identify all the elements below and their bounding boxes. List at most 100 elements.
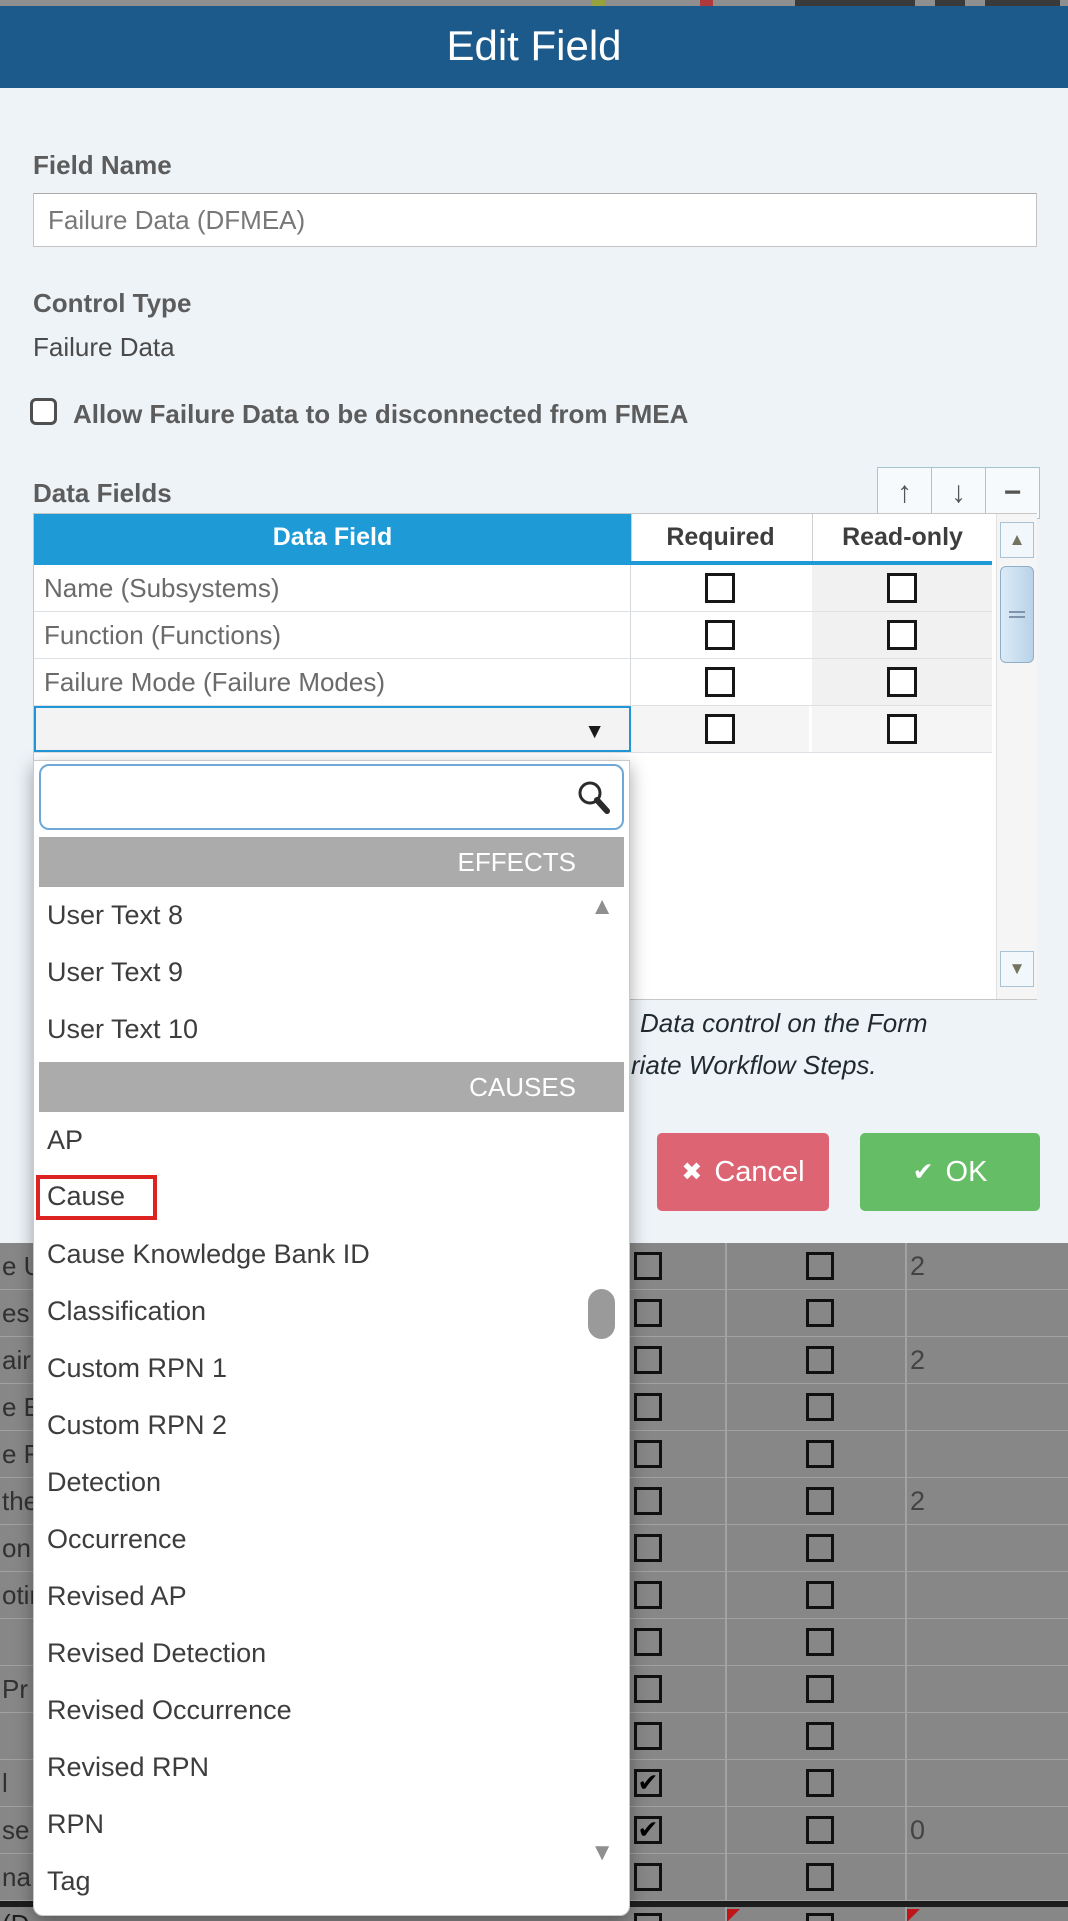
dropdown-scrollbar-thumb[interactable] <box>588 1289 615 1339</box>
required-checkbox[interactable] <box>705 573 735 603</box>
red-corner-flag-icon <box>727 1909 740 1921</box>
background-cell-value: 0 <box>910 1815 926 1845</box>
background-checkbox <box>806 1393 834 1421</box>
read-only-cell <box>812 612 992 658</box>
dropdown-item[interactable]: RPN <box>47 1809 105 1839</box>
table-scrollbar[interactable]: ▲ ▼ <box>996 514 1037 999</box>
data-fields-toolbar: ↑ ↓ − <box>877 467 1042 519</box>
background-checkbox <box>634 1863 662 1891</box>
field-name-label: Field Name <box>33 150 172 180</box>
highlight-annotation-box: Cause <box>36 1175 158 1220</box>
column-header-read-only: Read-only <box>812 514 992 561</box>
background-checkbox <box>634 1675 662 1703</box>
dropdown-item[interactable]: Occurrence <box>47 1524 187 1554</box>
dropdown-item[interactable]: Custom RPN 2 <box>47 1410 228 1440</box>
column-header-data-field: Data Field <box>34 514 631 561</box>
background-checkbox <box>806 1252 834 1280</box>
x-icon: ✖ <box>681 1158 703 1186</box>
dropdown-group-header: EFFECTS <box>39 837 624 887</box>
background-checkbox <box>806 1863 834 1891</box>
scroll-down-button[interactable]: ▼ <box>1000 951 1034 987</box>
dropdown-item[interactable]: Detection <box>47 1467 162 1497</box>
background-checkbox <box>806 1346 834 1374</box>
underlying-text-fragment <box>935 0 965 6</box>
dropdown-item[interactable]: Revised RPN <box>47 1752 210 1782</box>
triangle-down-icon: ▼ <box>1008 959 1026 978</box>
data-field-dropdown-popup: EFFECTS User Text 8 User Text 9 User Text 1… <box>33 760 630 1916</box>
background-checkbox <box>806 1581 834 1609</box>
scrollbar-thumb[interactable] <box>1000 566 1034 663</box>
background-cell-value: 2 <box>910 1486 926 1516</box>
background-checkbox: ✔ <box>634 1769 662 1797</box>
data-fields-table: Data Field Required Read-only Name (Subs… <box>33 513 1037 1000</box>
helper-note-line2: riate Workflow Steps. <box>631 1050 877 1080</box>
read-only-checkbox[interactable] <box>887 667 917 697</box>
row-text-fragment: on <box>2 1533 31 1563</box>
dropdown-item[interactable]: User Text 8 <box>47 900 184 930</box>
background-cell-value: 2 <box>910 1251 926 1281</box>
background-checkbox <box>806 1534 834 1562</box>
dropdown-search-input[interactable] <box>39 764 624 830</box>
background-checkbox <box>634 1252 662 1280</box>
grid-line <box>905 1243 907 1921</box>
control-type-label: Control Type <box>33 288 192 318</box>
data-field-cell: Function (Functions) <box>34 612 631 658</box>
dropdown-item[interactable]: Classification <box>47 1296 207 1326</box>
background-checkbox <box>806 1722 834 1750</box>
background-checkbox <box>806 1769 834 1797</box>
read-only-checkbox[interactable] <box>887 620 917 650</box>
underlying-icon-fragment <box>592 0 605 6</box>
background-cell-value: 2 <box>910 1345 926 1375</box>
remove-field-button[interactable]: − <box>985 467 1040 519</box>
required-cell <box>631 565 809 611</box>
cancel-button[interactable]: ✖ Cancel <box>657 1133 829 1211</box>
grid-line <box>725 1243 727 1921</box>
background-checkbox <box>806 1913 834 1921</box>
row-text-fragment: Pr <box>2 1674 28 1704</box>
dropdown-item[interactable]: Cause Knowledge Bank ID <box>47 1239 370 1269</box>
dropdown-item[interactable]: Custom RPN 1 <box>47 1353 228 1383</box>
dropdown-item[interactable]: User Text 10 <box>47 1014 199 1044</box>
background-checkbox <box>806 1487 834 1515</box>
background-partial-row: (D <box>0 1907 1068 1921</box>
move-up-button[interactable]: ↑ <box>877 467 932 519</box>
helper-note-line1: Data control on the Form <box>640 1008 928 1038</box>
data-fields-label: Data Fields <box>33 478 172 508</box>
underlying-icon-fragment <box>700 0 713 6</box>
table-row: Name (Subsystems) <box>34 565 992 612</box>
background-checkbox <box>634 1534 662 1562</box>
dialog-header: Edit Field <box>0 6 1068 88</box>
data-field-dropdown-trigger[interactable]: ▼ <box>34 706 631 752</box>
dropdown-item[interactable]: AP <box>47 1125 84 1155</box>
scroll-up-button[interactable]: ▲ <box>1000 522 1034 558</box>
background-checkbox <box>634 1628 662 1656</box>
row-text-fragment: (D <box>2 1909 29 1921</box>
required-checkbox[interactable] <box>705 667 735 697</box>
row-text-fragment: na <box>2 1862 31 1892</box>
dropdown-scroll-down-icon[interactable]: ▼ <box>590 1839 614 1866</box>
read-only-checkbox[interactable] <box>887 573 917 603</box>
underlying-text-fragment <box>795 0 915 6</box>
dropdown-item[interactable]: Revised Detection <box>47 1638 267 1668</box>
required-checkbox[interactable] <box>705 714 735 744</box>
dropdown-item[interactable]: Revised Occurrence <box>47 1695 292 1725</box>
dropdown-item[interactable]: Revised AP <box>47 1581 187 1611</box>
background-checkbox <box>806 1675 834 1703</box>
field-name-input[interactable] <box>33 193 1037 247</box>
dropdown-item[interactable]: Tag <box>47 1866 91 1896</box>
allow-disconnect-checkbox[interactable] <box>30 398 57 425</box>
allow-disconnect-label: Allow Failure Data to be disconnected fr… <box>73 399 689 429</box>
dropdown-item[interactable]: User Text 9 <box>47 957 184 987</box>
required-checkbox[interactable] <box>705 620 735 650</box>
background-checkbox <box>634 1346 662 1374</box>
read-only-checkbox[interactable] <box>887 714 917 744</box>
required-cell <box>631 612 809 658</box>
chevron-down-icon: ▼ <box>584 720 605 743</box>
move-down-button[interactable]: ↓ <box>931 467 986 519</box>
row-text-fragment: es <box>2 1298 30 1328</box>
ok-button[interactable]: ✔ OK <box>860 1133 1040 1211</box>
dropdown-item[interactable]: Cause <box>34 1169 629 1226</box>
table-row: ▼ <box>34 706 992 753</box>
dropdown-scroll-up-icon[interactable]: ▲ <box>590 893 614 920</box>
